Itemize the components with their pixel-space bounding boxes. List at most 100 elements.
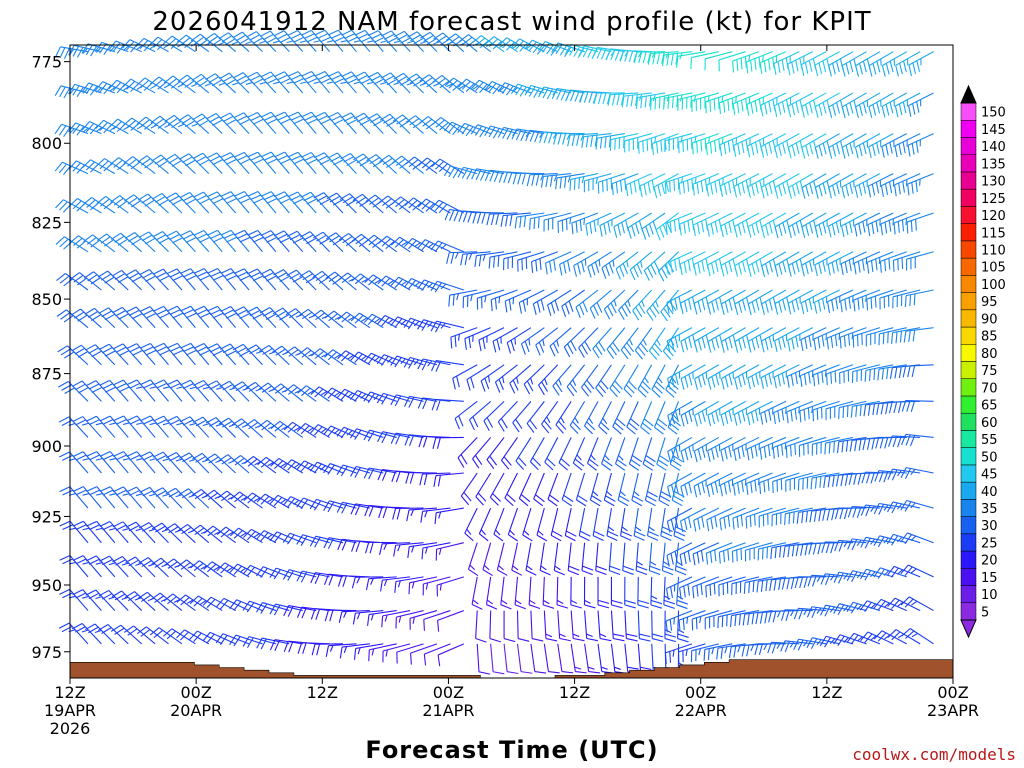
barb-flag [72,451,84,458]
barb-staff [412,237,438,253]
wind-barb [377,275,411,291]
barb-flag [468,336,472,349]
wind-barb [511,128,545,142]
wind-barb [665,610,693,633]
barb-flag [406,40,414,44]
wind-barb [462,289,491,309]
barb-staff [680,364,706,380]
wind-barb [84,623,116,645]
barb-flag [701,336,706,349]
barb-flag [253,533,260,538]
wind-barb [314,29,344,53]
barb-flag [169,382,181,389]
barb-staff [635,542,639,571]
barb-staff [175,192,196,214]
barb-flag [714,260,719,272]
wind-barb [243,528,277,544]
barb-flag [474,255,477,268]
barb-flag [157,121,168,129]
wind-barb [624,133,652,153]
barb-flag [478,339,482,352]
barb-flag [704,138,707,150]
barb-flag [450,252,455,264]
barb-flag [118,350,130,357]
barb-flag [369,116,381,123]
wind-barb [691,610,719,631]
barb-staff [341,610,370,613]
barb-flag [477,492,487,502]
barb-flag [747,186,751,199]
barb-flag [711,339,716,351]
barb-flag [318,276,330,284]
barb-flag [645,226,650,238]
barb-flag [229,387,237,391]
barb-flag [493,533,504,542]
barb-staff [826,327,854,339]
barb-staff [136,343,156,366]
barb-flag [360,78,371,85]
barb-flag [662,570,674,576]
barb-flag [315,273,326,281]
barb-flag [640,260,643,268]
barb-flag [397,580,401,588]
barb-staff [185,34,210,53]
barb-flag [693,520,697,532]
barb-flag [86,199,96,208]
barb-flag [366,81,374,85]
barb-flag [754,100,758,113]
wind-barb [553,132,585,145]
barb-staff [533,289,559,305]
wind-barb [287,151,317,174]
barb-staff [660,508,666,536]
barb-flag [635,306,643,318]
barb-staff [324,71,344,94]
barb-flag [382,157,393,166]
barb-flag [425,162,435,171]
wind-barb [677,610,689,643]
barb-flag [246,566,255,577]
wind-barb [327,112,357,134]
barb-flag [320,428,327,434]
barb-flag [418,436,423,448]
barb-staff [92,234,116,253]
barb-flag [795,260,800,273]
barb-flag [663,604,675,609]
wind-barb [176,629,210,645]
barb-flag [751,375,755,388]
barb-flag [343,611,347,618]
barb-flag [144,161,155,169]
barb-flag [327,112,339,119]
barb-flag [700,550,704,562]
barb-flag [701,220,705,233]
barb-flag [171,198,183,206]
barb-flag [691,178,694,191]
barb-flag [791,224,796,236]
barb-flag [168,156,179,164]
barb-flag [670,300,674,312]
barb-flag [769,579,773,592]
barb-flag [81,629,89,633]
barb-flag [760,413,764,425]
barb-flag [701,410,706,422]
wind-barb [97,270,129,291]
barb-staff [559,251,585,265]
barb-staff [800,364,827,377]
barb-flag [628,380,637,390]
barb-flag [391,470,397,483]
barb-flag [299,40,307,43]
barb-flag [77,314,88,322]
barb-flag [379,154,390,163]
barb-flag [818,145,823,157]
barb-flag [121,39,131,49]
wind-barb [448,289,478,307]
barb-staff [694,364,720,380]
wind-barb [812,400,840,422]
barb-staff [489,251,518,258]
wind-barb [637,576,650,609]
wind-barb [734,364,760,390]
barb-flag [265,313,277,320]
wind-barb [483,400,505,432]
barb-staff [570,43,599,53]
barb-flag [503,456,512,466]
barb-staff [469,400,492,421]
